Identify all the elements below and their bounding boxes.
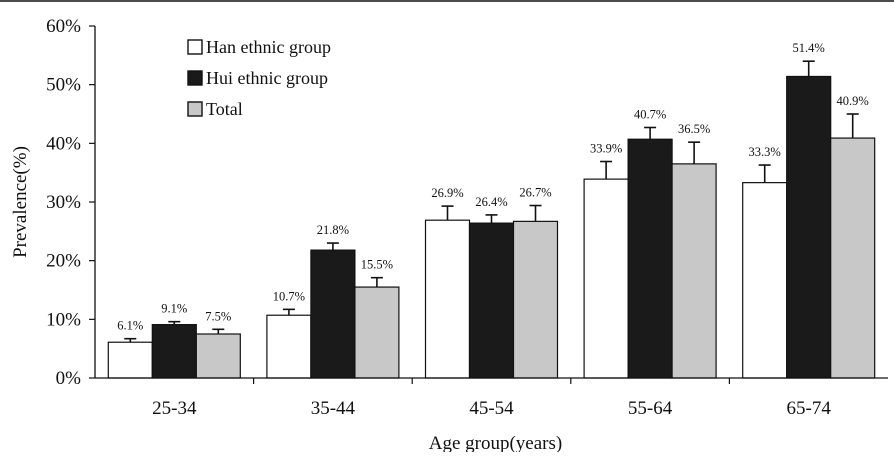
error-bars-group [124,60,859,343]
legend-swatch [187,101,203,117]
data-label: 21.8% [317,223,349,237]
bar [107,341,153,379]
bar [468,222,515,379]
x-tick-label: 55-64 [628,398,673,419]
y-tick-label: 30% [46,192,81,213]
y-axis-ticks: 0% 10% 20% 30% 40% 50% 60% [46,16,95,389]
data-label: 26.4% [475,195,507,209]
data-label: 26.7% [519,186,551,200]
bar [151,324,197,379]
legend-label: Hui ethnic group [206,68,328,88]
bar [354,286,400,379]
y-tick-label: 0% [56,368,82,389]
data-labels-group: 6.1% 9.1% 7.5% 10.7% 21.8% 15.5% 26.9% 26.4% 26.… [117,41,869,332]
legend-label: Han ethnic group [206,37,331,57]
bars-group [107,75,876,379]
bar [742,182,788,379]
bar [627,138,673,379]
bar [310,249,356,379]
y-axis-title: Prevalence(%) [10,146,31,258]
bar [266,314,312,379]
data-label: 6.1% [117,319,143,333]
data-label: 51.4% [793,41,825,55]
legend-label: Total [206,99,243,119]
data-label: 15.5% [361,258,393,272]
data-label: 26.9% [431,186,463,200]
data-label: 9.1% [161,302,187,316]
legend-swatch [187,70,203,86]
x-axis-ticks [253,378,731,384]
y-tick-label: 20% [46,251,81,272]
data-label: 40.7% [634,107,666,121]
data-label: 10.7% [273,289,305,303]
x-tick-label: 45-54 [469,398,514,419]
x-tick-label: 65-74 [787,398,832,419]
data-label: 33.3% [749,145,781,159]
bar [671,163,717,379]
category-labels-group: 25-34 35-44 45-54 55-64 65-74 [152,398,831,419]
y-tick-label: 40% [46,133,81,154]
y-tick-label: 50% [46,75,81,96]
data-label: 36.5% [678,122,710,136]
legend-swatch [187,39,203,55]
x-tick-label: 25-34 [152,398,197,419]
bar [424,219,471,379]
data-label: 7.5% [205,309,231,323]
y-tick-label: 10% [46,309,81,330]
bar [583,178,629,379]
x-tick-label: 35-44 [311,398,356,419]
legend: Han ethnic group Hui ethnic group Total [187,37,331,119]
bar [786,75,832,379]
bar [195,333,241,379]
y-tick-label: 60% [46,16,81,37]
x-axis-title: Age group(years) [429,433,562,452]
data-label: 33.9% [590,142,622,156]
bar [830,137,876,379]
bar [512,220,559,379]
data-label: 40.9% [837,94,869,108]
